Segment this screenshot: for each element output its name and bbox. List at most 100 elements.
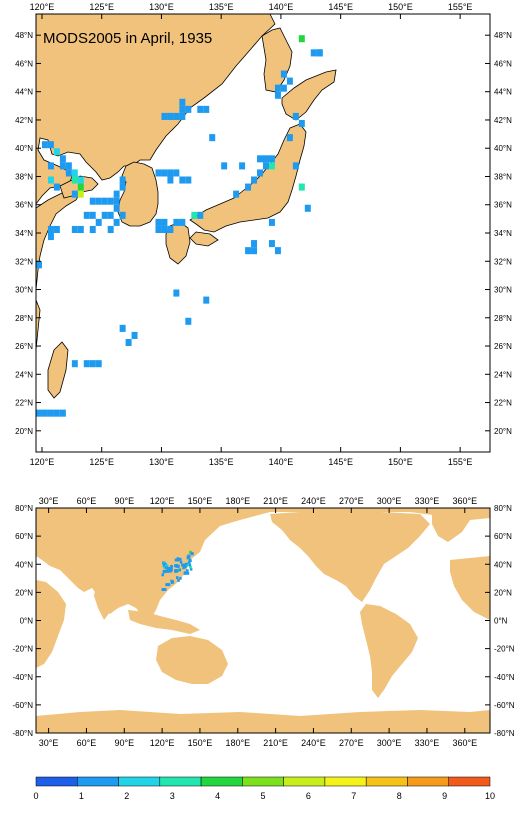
observation-cell [197,105,204,113]
observation-cell-global [184,562,188,566]
colorbar-swatch [159,776,202,787]
colorbar-swatch [118,776,161,787]
global-lon-label-top: 240°E [301,496,326,506]
observation-cell [119,183,126,191]
observation-cell-global [162,563,166,567]
regional-lat-label-left: 40°N [15,144,33,153]
observation-cell [286,77,293,85]
global-lon-label-bottom: 360°E [452,738,477,748]
regional-y-ticks-left: 20°N 22°N 24°N 26°N 28°N 30°N 32°N 34°N 36°N 38°N… [15,31,41,436]
global-lon-label-top: 90°E [114,496,134,506]
global-lat-label-right: -40°N [494,673,515,682]
observation-cell [310,49,317,57]
observation-cell [179,218,186,226]
global-lat-label-left: -80°N [12,729,33,738]
colorbar-swatch [242,776,284,787]
regional-lat-label-right: 20°N [494,427,512,436]
observation-cell-global [165,583,168,587]
observation-cell-global [187,560,191,564]
global-lon-label-top: 150°E [188,496,213,506]
observation-cell [71,190,78,198]
observation-cell-global [179,560,183,564]
global-lat-label-left: 0°N [20,617,34,626]
observation-cell [107,211,114,219]
regional-lat-label-left: 42°N [15,116,33,125]
observation-cell [280,70,287,78]
regional-lon-label-top: 125°E [89,2,114,12]
global-observations [161,550,194,591]
africa-right [450,556,490,620]
regional-lon-label-top: 130°E [149,2,174,12]
global-y-ticks-left: 80°N 60°N 40°N 20°N 0°N -20°N -40°N -60°N -80°N [12,504,41,738]
observation-cell-global [188,563,192,567]
global-lon-label-bottom: 150°E [188,738,213,748]
global-lon-label-bottom: 120°E [150,738,175,748]
colorbar-swatch [365,776,408,787]
observation-cell [268,162,275,170]
regional-lat-label-left: 46°N [15,59,33,68]
observation-cell [155,218,162,226]
observation-cell [203,105,210,113]
observation-cell [167,176,174,184]
observation-cell [113,204,120,212]
observation-cell [304,204,311,212]
regional-lat-label-right: 46°N [494,59,512,68]
observation-cell-global [174,569,178,573]
observation-cell [221,162,228,170]
observation-cell [263,155,269,163]
global-lon-label-bottom: 270°E [339,738,364,748]
observation-cell [101,197,108,205]
regional-lat-label-left: 32°N [15,257,33,266]
observation-cell [251,176,258,184]
regional-lat-label-right: 30°N [494,286,512,295]
eurasia [36,508,490,620]
regional-observations [36,35,323,417]
observation-cell [59,155,66,163]
observation-cell [280,84,287,92]
observation-cell [89,197,96,205]
observation-cell [167,169,174,177]
observation-cell [47,225,54,233]
regional-lon-label-bottom: 145°E [328,457,353,467]
observation-cell [47,176,54,184]
observation-cell [257,155,263,163]
regional-lat-label-left: 24°N [15,370,33,379]
observation-cell [173,169,180,177]
observation-cell [268,218,275,226]
observation-cell [83,211,90,219]
global-lon-label-bottom: 330°E [415,738,440,748]
observation-cell [89,211,96,219]
regional-lat-label-right: 26°N [494,342,512,351]
global-lat-label-right: -20°N [494,645,515,654]
observation-cell [209,134,216,142]
observation-cell [179,98,186,106]
observation-cell [179,176,186,184]
regional-lat-label-left: 38°N [15,172,33,181]
global-lon-label-bottom: 300°E [377,738,402,748]
regional-land [36,14,337,399]
observation-cell [95,218,102,226]
india [94,584,116,620]
observation-cell [298,35,305,43]
observation-cell [161,112,168,120]
observation-cell [239,162,246,170]
observation-cell [113,190,120,198]
observation-cell [119,176,126,184]
observation-cell [257,169,263,177]
global-lon-label-top: 360°E [452,496,477,506]
colorbar-label: 0 [33,791,38,801]
observation-cell [77,176,84,184]
observation-cell-global [162,570,166,574]
regional-lat-label-left: 36°N [15,201,33,210]
observation-cell [185,105,192,113]
observation-cell [53,409,60,417]
global-lon-label-top: 270°E [339,496,364,506]
regional-lat-label-left: 30°N [15,286,33,295]
regional-x-ticks-top: 120°E 125°E 130°E 135°E 140°E 145°E 150°E 155°E [30,2,472,19]
regional-y-ticks-right: 20°N 22°N 24°N 26°N 28°N 30°N 32°N 34°N 36°N 38°N… [485,31,512,436]
australia [156,636,228,684]
observation-cell-global [179,557,182,561]
global-lat-label-right: -60°N [494,701,515,710]
observation-cell [89,225,96,233]
colorbar-label: 3 [170,791,175,801]
